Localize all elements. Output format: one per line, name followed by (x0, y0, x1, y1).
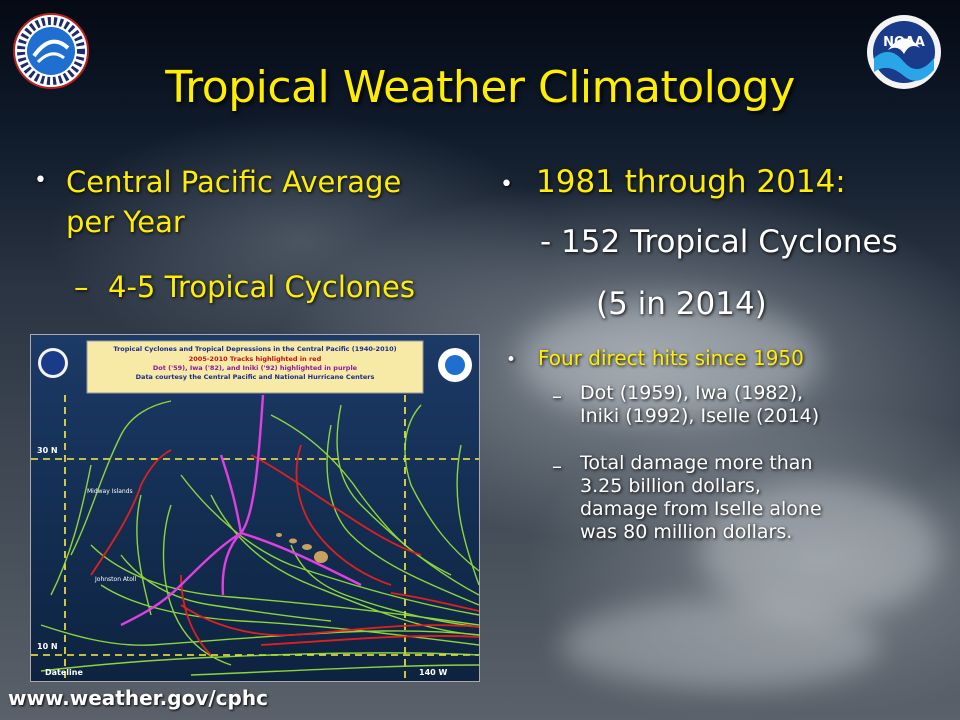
midway-label: Midway Islands (87, 488, 133, 495)
left-bullet-1: Central Pacific Average per Year (66, 162, 401, 242)
cyclone-track-map: Tropical Cyclones and Tropical Depressio… (30, 334, 480, 682)
green-tracks (40, 400, 479, 676)
right-bullet-1: 1981 through 2014: (536, 164, 846, 200)
right-sub-3-line2: Iniki (1992), Iselle (2014) (580, 405, 820, 427)
right-bullet-2: Four direct hits since 1950 (538, 346, 804, 370)
left-bullet-1-line2: per Year (66, 205, 185, 239)
cloud-decoration (700, 480, 940, 620)
left-sub-dash: – (74, 270, 89, 304)
noaa-logo-text: NOAA (883, 35, 925, 50)
map-line4: Data courtesy the Central Pacific and Na… (136, 373, 375, 381)
map-grid (31, 395, 479, 681)
cloud-decoration (520, 300, 820, 420)
right-sub-2: (5 in 2014) (596, 286, 767, 322)
right-sub-4-line4: was 80 million dollars. (580, 521, 793, 543)
lon-140-label: 140 W (419, 668, 447, 677)
map-header-box (86, 340, 424, 394)
lat-10-label: 10 N (37, 642, 58, 651)
sub-dash: – (552, 454, 562, 478)
bullet-dot: • (34, 168, 47, 193)
left-bullet-1-line1: Central Pacific Average (66, 165, 402, 199)
purple-tracks (120, 394, 362, 627)
lon-dateline-label: Dateline (45, 668, 83, 677)
red-tracks (90, 444, 479, 656)
bullet-dot: • (506, 350, 517, 370)
map-svg: Tropical Cyclones and Tropical Depressio… (31, 335, 479, 681)
johnston-label: Johnston Atoll (94, 576, 137, 583)
nws-logo-icon (13, 13, 89, 89)
bullet-dot: • (500, 172, 513, 197)
map-line2: 2005-2010 Tracks highlighted in red (189, 355, 322, 363)
lat-30-label: 30 N (37, 446, 58, 455)
website-url[interactable]: www.weather.gov/cphc (8, 686, 268, 710)
noaa-logo-icon: NOAA (867, 15, 941, 89)
right-sub-4-line3: damage from Iselle alone (580, 498, 822, 520)
right-sub-1: - 152 Tropical Cyclones (540, 224, 898, 260)
sub-dash: – (552, 384, 562, 408)
right-sub-3-line1: Dot (1959), Iwa (1982), (580, 382, 804, 404)
hawaii-islands-icon (276, 533, 328, 563)
right-sub-4-line2: 3.25 billion dollars, (580, 475, 761, 497)
slide-title: Tropical Weather Climatology (165, 62, 795, 113)
right-sub-4: Total damage more than 3.25 billion doll… (580, 452, 822, 544)
left-sub-1: 4-5 Tropical Cyclones (108, 270, 416, 304)
map-title: Tropical Cyclones and Tropical Depressio… (113, 345, 396, 353)
map-line3: Dot ('59), Iwa ('82), and Iniki ('92) hi… (153, 364, 358, 372)
cloud-decoration (560, 600, 880, 690)
right-sub-4-line1: Total damage more than (580, 452, 813, 474)
right-sub-3: Dot (1959), Iwa (1982), Iniki (1992), Is… (580, 382, 819, 428)
